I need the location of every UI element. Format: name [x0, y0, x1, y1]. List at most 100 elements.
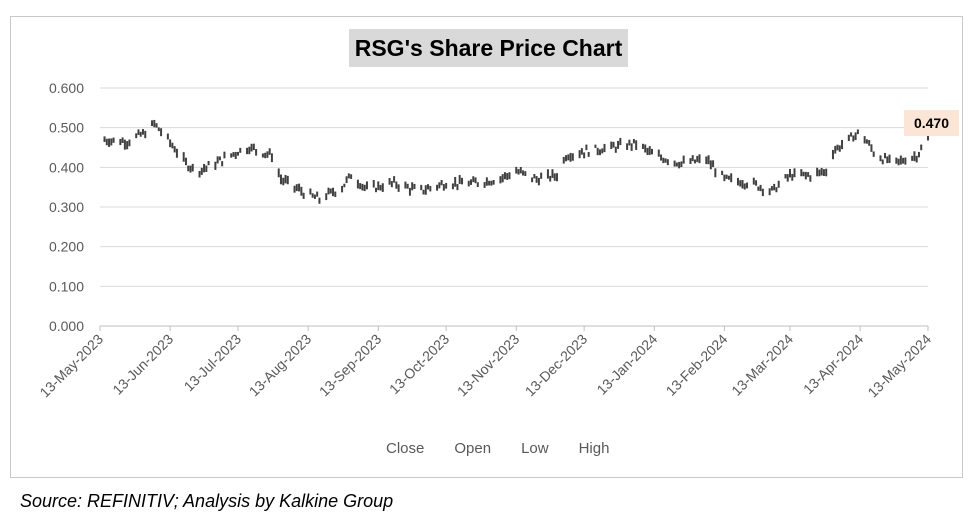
price-bar [207, 160, 210, 166]
price-bar [295, 184, 298, 192]
price-bar [879, 155, 882, 162]
price-bar [868, 139, 871, 146]
price-bar [395, 181, 398, 189]
price-bar [551, 169, 554, 178]
x-tick-label: 13-May-2024 [864, 331, 934, 401]
price-bar [237, 151, 239, 156]
price-bar [836, 144, 839, 151]
price-bar [424, 185, 427, 195]
price-bar [356, 179, 359, 189]
price-bar [341, 185, 344, 193]
price-bar [139, 131, 142, 137]
price-bar [522, 170, 525, 176]
price-bar [899, 155, 902, 165]
price-bar [515, 166, 518, 174]
price-bar [517, 169, 520, 175]
price-bar [856, 129, 859, 135]
price-bar [793, 168, 796, 178]
price-bar [169, 139, 172, 148]
price-bar [483, 182, 486, 188]
price-bar [662, 157, 665, 164]
last-value-label: 0.470 [904, 110, 959, 136]
price-bar [739, 180, 742, 187]
price-bar [218, 156, 221, 161]
price-bar [501, 174, 504, 183]
price-bar [442, 184, 445, 191]
price-bar [802, 171, 805, 177]
price-bar [155, 123, 158, 128]
price-bar [852, 135, 855, 142]
price-bar [549, 175, 552, 182]
price-bar [451, 183, 454, 190]
price-bar [872, 151, 875, 157]
price-bar [137, 129, 140, 135]
price-bar [531, 177, 534, 183]
price-bar [157, 127, 160, 132]
price-bar [268, 148, 271, 155]
price-bar [596, 147, 599, 156]
price-bar [334, 191, 337, 198]
price-bar [293, 185, 296, 193]
price-bar [187, 165, 190, 172]
price-bar [870, 144, 873, 152]
price-bar [888, 154, 891, 163]
source-note: Source: REFINITIV; Analysis by Kalkine G… [20, 491, 394, 511]
price-bar [184, 157, 187, 166]
price-bar [191, 163, 194, 172]
price-bar [171, 142, 174, 149]
price-bar [182, 152, 185, 162]
price-bar [567, 154, 570, 161]
price-bar [768, 188, 771, 196]
price-bar [540, 172, 543, 179]
price-bar [103, 136, 106, 142]
y-tick-label: 0.500 [49, 120, 84, 136]
price-bar [467, 180, 470, 187]
price-bar [492, 179, 495, 185]
price-bar [329, 188, 332, 194]
price-bar [730, 173, 733, 183]
price-bar [474, 177, 477, 184]
price-bar [533, 174, 536, 179]
price-bar [456, 183, 459, 191]
price-bar [232, 152, 235, 157]
price-bar [121, 137, 124, 143]
price-bar [216, 156, 219, 164]
price-bar [110, 138, 113, 146]
price-bar [524, 171, 527, 176]
price-bar [555, 173, 558, 182]
price-bar [657, 149, 660, 157]
price-bar [108, 138, 111, 147]
price-bar [436, 184, 439, 191]
price-bar [506, 173, 509, 180]
price-bar [379, 184, 382, 191]
x-tick-label: 13-Jun-2023 [109, 331, 176, 398]
price-bar [626, 143, 629, 150]
x-tick-labels: 13-May-2023 13-Jun-2023 13-Jul-2023 13-Aug-… [36, 331, 934, 401]
price-bar [546, 169, 549, 179]
price-bar [223, 151, 226, 159]
price-bar [270, 153, 273, 163]
price-bar [755, 180, 758, 186]
y-tick-label: 0.400 [49, 159, 84, 175]
price-bar [135, 133, 138, 139]
price-bar [881, 159, 884, 165]
price-bar [332, 187, 335, 197]
price-bar [675, 162, 678, 167]
price-bar [775, 187, 778, 193]
price-bar [761, 188, 764, 197]
price-bar [313, 194, 316, 199]
price-bar [927, 133, 929, 141]
price-bar [153, 119, 156, 128]
price-bar [705, 156, 708, 165]
price-bar [612, 141, 615, 148]
price-bar [614, 146, 617, 153]
price-bar [587, 152, 590, 157]
price-bar [411, 182, 414, 191]
price-bar [571, 153, 574, 161]
price-bar [264, 152, 267, 159]
price-bar [807, 172, 810, 177]
price-bar [408, 187, 411, 196]
price-bar [743, 183, 746, 190]
price-bar [721, 170, 724, 176]
price-bar [535, 176, 538, 183]
